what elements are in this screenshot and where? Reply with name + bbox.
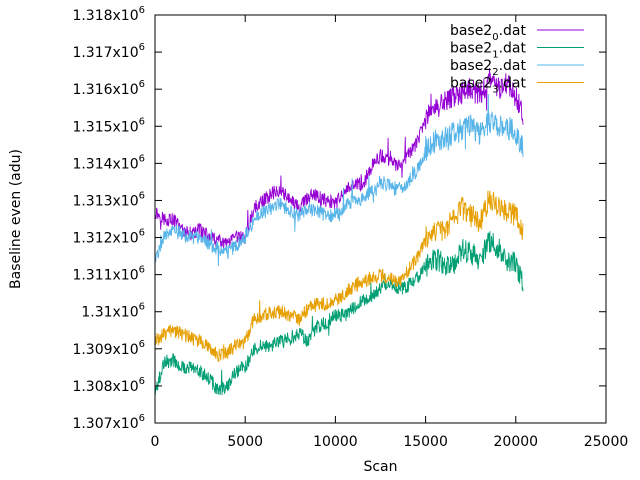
y-axis: 1.307x1061.308x1061.309x1061.31x1061.311… <box>72 5 606 432</box>
legend-name-base: base2 <box>450 76 492 92</box>
legend-label-2: base22.dat <box>450 58 527 78</box>
legend-name-suffix: .dat <box>499 76 527 92</box>
legend-name-suffix: .dat <box>499 58 527 74</box>
y-tick-label: 1.317x106 <box>72 42 145 61</box>
plot-area <box>154 68 524 396</box>
x-tick-label: 5000 <box>227 434 263 450</box>
y-tick-mantissa: 1.318x10 <box>72 8 138 24</box>
legend-label-3: base23.dat <box>450 76 527 96</box>
y-tick-exponent: 6 <box>139 302 145 313</box>
y-tick-exponent: 6 <box>139 228 145 239</box>
y-tick-mantissa: 1.31x10 <box>81 305 138 321</box>
legend-name-suffix: .dat <box>499 23 527 39</box>
legend-name-base: base2 <box>450 41 492 57</box>
y-tick-mantissa: 1.312x10 <box>72 231 138 247</box>
y-tick-label: 1.308x106 <box>72 376 145 395</box>
y-tick-exponent: 6 <box>139 79 145 90</box>
y-tick-exponent: 6 <box>139 339 145 350</box>
x-tick-label: 20000 <box>494 434 539 450</box>
legend-name-base: base2 <box>450 58 492 74</box>
legend-label-1: base21.dat <box>450 41 527 61</box>
y-tick-exponent: 6 <box>139 265 145 276</box>
legend-name-subscript: 0 <box>492 32 498 43</box>
x-tick-label: 25000 <box>584 434 629 450</box>
y-tick-mantissa: 1.317x10 <box>72 45 138 61</box>
y-tick-label: 1.313x106 <box>72 190 145 209</box>
legend-name-subscript: 1 <box>492 50 498 61</box>
x-tick-label: 0 <box>151 434 160 450</box>
y-tick-label: 1.318x106 <box>72 5 145 24</box>
legend-name-base: base2 <box>450 23 492 39</box>
y-tick-mantissa: 1.314x10 <box>72 156 138 172</box>
series-line-2 <box>154 93 524 267</box>
y-tick-mantissa: 1.313x10 <box>72 193 138 209</box>
plot-frame <box>154 14 607 424</box>
y-tick-label: 1.316x106 <box>72 79 145 98</box>
y-tick-label: 1.315x106 <box>72 116 145 135</box>
series-line-1 <box>154 231 524 396</box>
y-tick-exponent: 6 <box>139 5 145 16</box>
y-tick-exponent: 6 <box>139 413 145 424</box>
legend-name-subscript: 3 <box>492 85 498 96</box>
y-tick-mantissa: 1.309x10 <box>72 342 138 358</box>
series-line-3 <box>154 190 524 363</box>
legend-name-subscript: 2 <box>492 67 498 78</box>
x-tick-label: 15000 <box>403 434 448 450</box>
y-tick-mantissa: 1.307x10 <box>72 416 138 432</box>
y-tick-label: 1.314x106 <box>72 153 145 172</box>
x-tick-label: 10000 <box>313 434 358 450</box>
legend-label-0: base20.dat <box>450 23 527 43</box>
legend-name-suffix: .dat <box>499 41 527 57</box>
y-tick-exponent: 6 <box>139 190 145 201</box>
y-tick-mantissa: 1.308x10 <box>72 379 138 395</box>
y-tick-mantissa: 1.315x10 <box>72 119 138 135</box>
y-tick-exponent: 6 <box>139 116 145 127</box>
y-tick-exponent: 6 <box>139 42 145 53</box>
y-tick-label: 1.307x106 <box>72 413 145 432</box>
y-tick-mantissa: 1.311x10 <box>72 268 138 284</box>
y-tick-label: 1.312x106 <box>72 228 145 247</box>
x-axis-title: Scan <box>363 459 397 475</box>
y-tick-label: 1.31x106 <box>81 302 145 321</box>
x-axis: 0 5000 10000 15000 20000 25000 <box>151 15 629 450</box>
y-tick-exponent: 6 <box>139 153 145 164</box>
y-axis-title: Baseline even (adu) <box>8 149 24 289</box>
series-line-0 <box>154 68 524 251</box>
y-tick-label: 1.311x106 <box>72 265 145 284</box>
y-tick-exponent: 6 <box>139 376 145 387</box>
y-tick-mantissa: 1.316x10 <box>72 82 138 98</box>
y-tick-label: 1.309x106 <box>72 339 145 358</box>
